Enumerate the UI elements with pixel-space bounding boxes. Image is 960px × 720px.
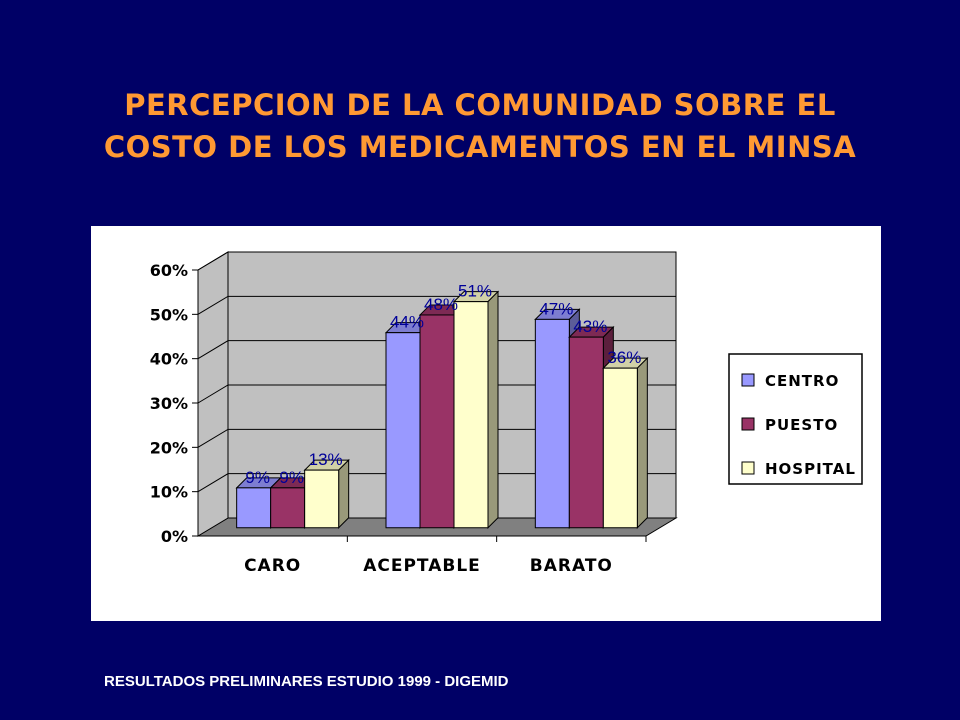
gridline	[197, 251, 676, 271]
data-label: 47%	[539, 299, 573, 318]
bar-side	[487, 290, 499, 529]
gridline	[197, 473, 676, 493]
gridline	[197, 295, 676, 315]
data-label: 9%	[279, 468, 304, 487]
x-tick-label: CARO	[244, 556, 301, 576]
legend-swatch	[741, 417, 755, 431]
footer-source-note: RESULTADOS PRELIMINARES ESTUDIO 1999 - D…	[104, 673, 509, 690]
bar-side	[338, 458, 350, 529]
bar	[419, 314, 455, 529]
y-tick-label: 0%	[161, 527, 188, 546]
legend-label: HOSPITAL	[765, 460, 856, 478]
bar	[304, 469, 340, 529]
bar-chart: 0% 10% 20% 30% 40% 50% 60% CARO 9% 9% 13% ACEPTABLE…	[150, 251, 863, 576]
gridline	[197, 428, 676, 448]
gridline	[197, 384, 676, 404]
data-label: 48%	[424, 295, 458, 314]
gridline	[197, 340, 676, 360]
data-label: 9%	[245, 468, 270, 487]
data-label: 44%	[390, 313, 424, 332]
bar	[602, 367, 638, 529]
bar	[568, 336, 604, 529]
legend-swatch	[741, 461, 755, 475]
chart-title-line-1: PERCEPCION DE LA COMUNIDAD SOBRE EL	[124, 88, 836, 122]
data-label: 43%	[573, 317, 607, 336]
y-tick-label: 20%	[150, 438, 188, 457]
y-tick-label: 10%	[150, 483, 188, 502]
y-tick-label: 60%	[150, 261, 188, 280]
x-tick-label: ACEPTABLE	[363, 556, 481, 576]
y-tick-label: 50%	[150, 305, 188, 324]
bar	[453, 301, 489, 529]
chart-panel: 0% 10% 20% 30% 40% 50% 60% CARO 9% 9% 13% ACEPTABLE…	[91, 226, 881, 621]
y-tick-label: 30%	[150, 394, 188, 413]
bar-side	[636, 356, 648, 529]
x-tick-label: BARATO	[530, 556, 613, 576]
y-tick-label: 40%	[150, 350, 188, 369]
legend-label: CENTRO	[765, 372, 839, 390]
legend-label: PUESTO	[765, 416, 838, 434]
legend-swatch	[741, 373, 755, 387]
bar	[236, 487, 272, 529]
data-label: 13%	[309, 450, 343, 469]
data-label: 36%	[607, 348, 641, 367]
chart-legend: CENTRO PUESTO HOSPITAL	[728, 353, 863, 485]
bar	[534, 318, 570, 529]
bar	[385, 332, 421, 529]
data-label: 51%	[458, 282, 492, 301]
bar	[270, 487, 306, 529]
chart-title: PERCEPCION DE LA COMUNIDAD SOBRE EL COST…	[0, 84, 960, 168]
chart-title-line-2: COSTO DE LOS MEDICAMENTOS EN EL MINSA	[103, 130, 857, 164]
